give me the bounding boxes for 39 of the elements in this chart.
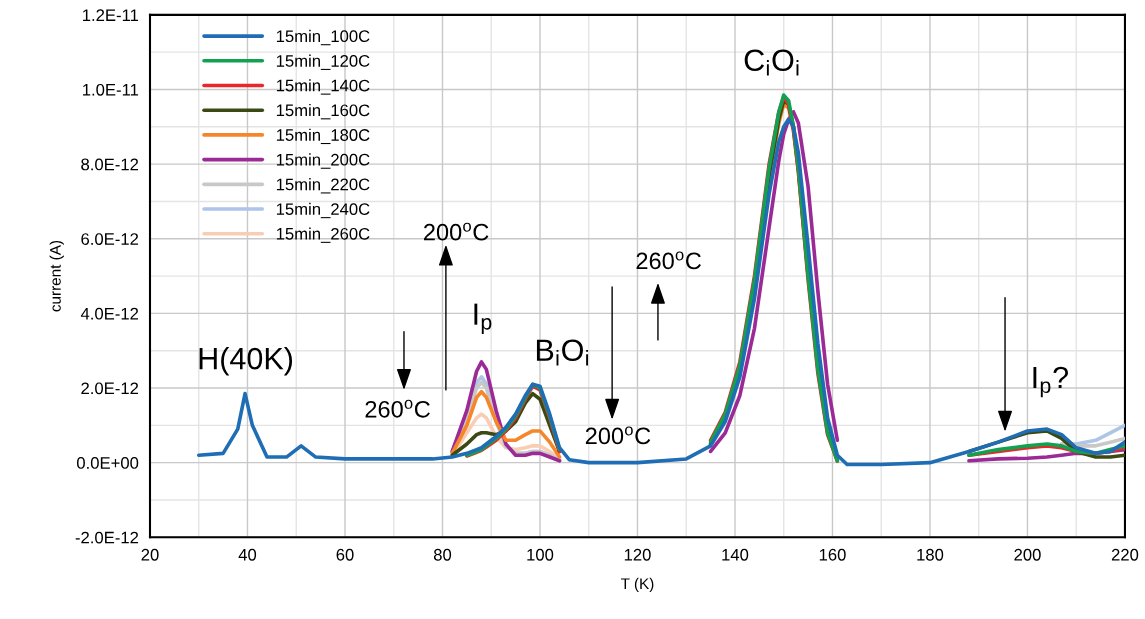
x-tick-label: 100 xyxy=(527,548,554,561)
y-tick-label: 1.0E-11 xyxy=(83,83,139,96)
legend-label: 15min_120C xyxy=(276,54,370,70)
legend-label: 15min_200C xyxy=(276,153,370,169)
legend-label: 15min_140C xyxy=(276,79,370,95)
annotation: H(40K) xyxy=(199,346,293,376)
legend-label: 15min_220C xyxy=(276,178,370,194)
annotation: 260$^{o}$C xyxy=(636,251,701,270)
x-tick-label: 160 xyxy=(819,548,846,561)
y-tick-label: -2.0E-12 xyxy=(75,531,139,544)
x-axis-title: T (K) xyxy=(620,577,654,593)
x-tick-label: 180 xyxy=(917,548,944,561)
x-tick-label: 40 xyxy=(238,548,257,561)
x-tick-label: 200 xyxy=(1014,548,1041,561)
x-tick-label: 20 xyxy=(141,548,159,561)
y-tick-label: 2.0E-12 xyxy=(81,382,139,395)
x-tick-label: 60 xyxy=(336,548,354,561)
legend-label: 15min_260C xyxy=(276,227,370,243)
annotation: I$_{p}$ xyxy=(474,303,492,334)
annotation: 200$^{o}$C xyxy=(424,222,489,241)
y-tick-label: 1.2E-11 xyxy=(83,9,139,21)
annotation: I$_{p}$? xyxy=(1033,366,1068,398)
legend-label: 15min_160C xyxy=(276,103,370,120)
legend-label: 15min_180C xyxy=(276,128,370,145)
x-tick-label: 120 xyxy=(624,548,651,561)
x-tick-label: 80 xyxy=(433,548,452,561)
y-axis-title: current (A) xyxy=(49,240,64,312)
annotation: 260$^{o}$C xyxy=(365,399,430,418)
legend-label: 15min_240C xyxy=(276,202,370,219)
y-tick-label: 8.0E-12 xyxy=(81,158,139,171)
y-tick-label: 0.0E+00 xyxy=(76,457,139,469)
x-tick-label: 220 xyxy=(1111,548,1139,561)
y-tick-label: 6.0E-12 xyxy=(81,233,139,245)
legend-label: 15min_100C xyxy=(276,29,370,46)
y-tick-label: 4.0E-12 xyxy=(80,307,139,320)
x-tick-label: 140 xyxy=(722,548,749,561)
annotation: C$_{i}$O$_{i}$ xyxy=(744,49,799,76)
annotation: 200$^{o}$C xyxy=(585,426,651,445)
annotation: B$_{i}$O$_{i}$ xyxy=(536,339,589,366)
